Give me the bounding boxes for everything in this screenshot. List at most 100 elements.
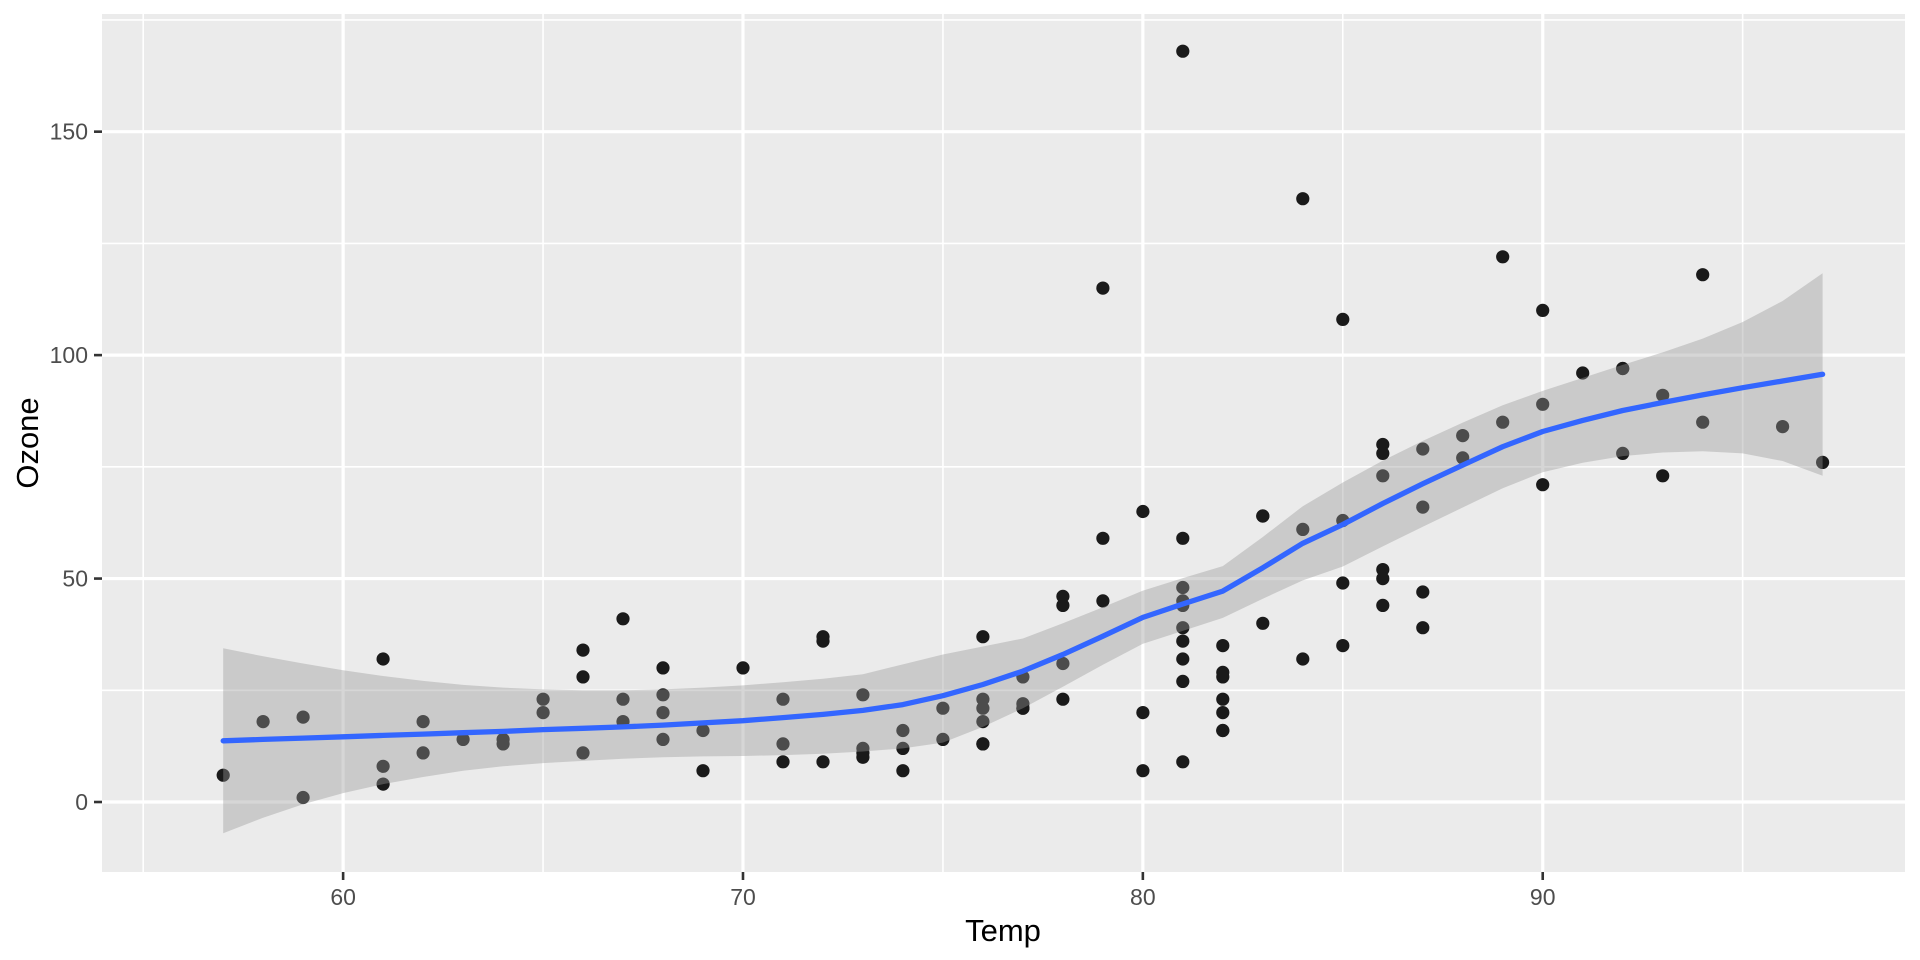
plot-panel [102,14,1905,872]
data-point [1696,268,1710,282]
scatter-points [216,44,1830,805]
data-point [376,777,390,791]
data-point [1296,522,1310,537]
minor-gridlines [102,14,1905,872]
data-point [1656,388,1670,402]
data-point [1136,706,1150,720]
data-point [1216,723,1230,738]
data-point [896,764,910,778]
data-point [1056,692,1070,706]
data-point [1176,580,1190,595]
data-point [1136,764,1150,778]
data-point [616,692,630,706]
data-point [1216,670,1230,684]
data-point [1416,585,1430,599]
data-point [976,630,990,644]
data-point [576,643,590,657]
data-point [696,723,710,738]
data-point [696,764,710,778]
data-point [1416,442,1430,456]
y-tick-label: 100 [50,342,88,368]
data-point [1216,706,1230,720]
data-point [576,746,590,760]
data-point [1776,420,1790,434]
data-point [736,661,750,675]
confidence-ribbon [223,273,1823,834]
data-point [936,701,950,715]
data-point [1016,701,1030,715]
data-point [1656,469,1670,483]
data-point [816,630,830,644]
data-point [1176,621,1190,635]
data-point [1536,303,1550,317]
data-point [976,715,990,729]
major-gridlines [102,14,1905,872]
data-point [656,688,670,702]
data-point [776,737,790,751]
data-point [1176,674,1190,689]
data-point [896,741,910,756]
data-point [1496,415,1510,429]
data-point [1336,639,1350,653]
data-point [1256,616,1270,630]
data-point [656,732,670,747]
data-point [616,612,630,626]
y-tick-label: 50 [62,566,88,592]
data-point [1616,446,1630,460]
data-point [776,755,790,769]
data-point [256,715,270,729]
data-point [416,715,430,729]
data-point [1336,312,1350,326]
data-point [1576,366,1590,380]
data-point [1416,621,1430,635]
data-point [936,732,950,747]
y-tick-label: 150 [50,119,88,145]
data-point [296,710,310,724]
data-point [1296,192,1310,206]
data-point [1296,652,1310,666]
x-axis-tick-labels: 60 70 80 90 [330,884,1555,910]
data-point [1376,446,1390,460]
x-tick-label: 90 [1530,884,1556,910]
x-tick-label: 70 [730,884,756,910]
axis-tick-marks [94,130,1545,880]
y-axis-tick-labels: 0 50 100 150 [50,119,88,815]
data-point [1816,455,1830,469]
data-point [1376,572,1390,586]
y-tick-label: 0 [75,789,88,815]
x-tick-label: 80 [1130,884,1156,910]
data-point [1176,634,1190,648]
x-axis-title: Temp [965,913,1041,948]
data-point [1536,478,1550,492]
data-point [1176,44,1190,58]
data-point [1176,531,1190,545]
data-point [536,692,550,706]
data-point [1096,281,1110,295]
data-point [1416,500,1430,514]
data-point [376,652,390,666]
data-point [1376,469,1390,483]
data-point [1536,397,1550,411]
data-point [416,746,430,760]
data-point [656,661,670,675]
data-point [1056,656,1070,671]
data-point [1216,639,1230,653]
data-point [1256,509,1270,523]
data-point [856,688,870,702]
data-point [976,701,990,715]
data-point [576,670,590,684]
data-point [1456,429,1470,443]
data-point [376,759,390,773]
data-point [1056,589,1070,604]
data-point [656,706,670,720]
data-point [1176,755,1190,769]
data-point [816,755,830,769]
data-point [496,737,510,751]
data-point [1096,594,1110,608]
data-point [296,790,310,805]
data-point [456,732,470,747]
data-point [536,706,550,720]
loess-smooth-line [220,371,1826,744]
